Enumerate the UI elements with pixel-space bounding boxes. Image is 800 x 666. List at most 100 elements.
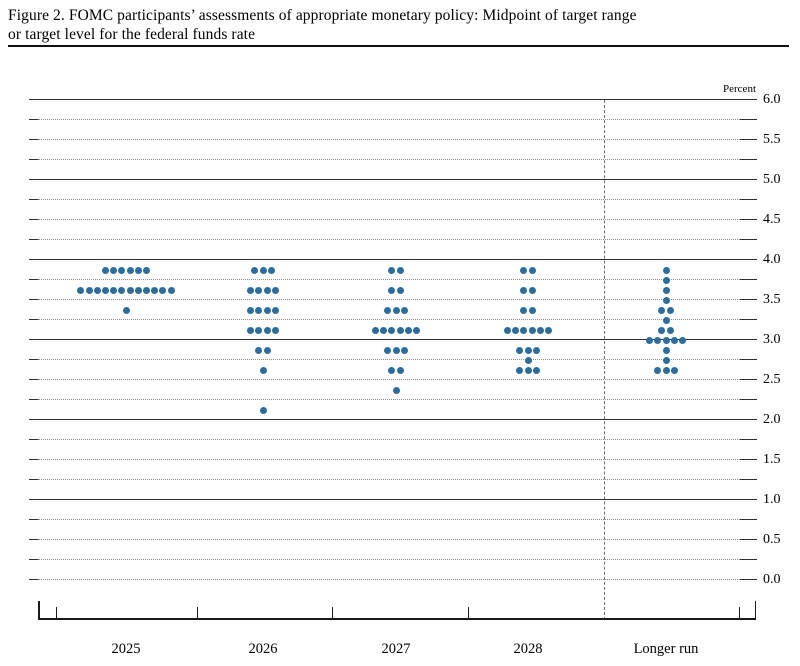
x-axis-line [38,618,756,620]
y-axis-tick-right [740,359,757,360]
y-axis-tick-left [29,259,38,260]
fomc-dot-2028-3.375 [528,306,536,314]
y-axis-tick-right [740,279,757,280]
fomc-dot-longer-run-3 [662,336,670,344]
fomc-dot-2026-3.375 [247,306,255,314]
fomc-dot-2027-3.125 [388,326,396,334]
x-axis-corner-tick [38,601,40,618]
gridline-4.75 [38,199,740,200]
fomc-dot-2027-3.375 [400,306,408,314]
fomc-dot-2028-3.875 [520,266,528,274]
fomc-dot-2025-3.625 [151,286,159,294]
fomc-dot-2028-3.125 [528,326,536,334]
fomc-dot-2025-3.375 [122,306,130,314]
y-axis-tick-right [740,299,757,300]
fomc-dot-2025-3.625 [85,286,93,294]
fomc-dot-2027-3.875 [396,266,404,274]
fomc-dot-longer-run-2.625 [670,366,678,374]
y-axis-tick-right [740,259,757,260]
y-axis-label: 0.0 [763,572,781,587]
fomc-dot-longer-run-2.625 [654,366,662,374]
fomc-dot-2025-3.875 [143,266,150,274]
fomc-dot-2028-3.375 [520,306,528,314]
gridline-6.00 [38,99,740,100]
y-axis-label: 5.0 [763,172,781,187]
longer-run-divider [603,100,605,620]
y-axis-label: 5.5 [763,132,781,147]
y-axis-tick-right [740,459,757,460]
gridline-3.00 [38,339,740,340]
y-axis-tick-left [29,159,38,160]
y-axis-tick-right [740,119,757,120]
x-axis-tick [739,607,741,618]
gridline-5.75 [38,119,740,120]
y-axis-label: 3.5 [763,292,781,307]
fomc-dot-longer-run-3 [654,336,662,344]
fomc-dot-2026-3.625 [247,286,255,294]
fomc-dot-2027-3.875 [388,266,396,274]
y-axis-label: 0.5 [763,532,781,547]
x-axis-category-label: 2028 [513,641,543,657]
fomc-dot-2028-3.125 [536,326,544,334]
fomc-dot-2028-3.125 [504,326,511,334]
y-axis-tick-right [740,239,757,240]
y-axis-tick-left [29,119,38,120]
y-axis-tick-left [29,539,38,540]
fomc-dot-2025-3.625 [110,286,118,294]
fomc-dot-2025-3.625 [93,286,101,294]
gridline-2.50 [38,379,740,380]
fomc-dot-2025-3.875 [118,266,126,274]
x-axis-category-label: 2027 [381,641,411,657]
y-axis-tick-right [740,219,757,220]
fomc-dot-2028-3.125 [512,326,520,334]
y-axis-tick-left [29,439,38,440]
y-axis-tick-left [29,199,38,200]
y-axis-label: 2.5 [763,372,781,387]
y-axis-tick-right [740,439,757,440]
fomc-dot-2028-2.75 [524,356,532,364]
fomc-dot-2026-2.125 [259,406,267,414]
fomc-dot-2025-3.875 [126,266,134,274]
y-axis-tick-right [740,339,757,340]
fomc-dot-2027-2.375 [392,386,400,394]
fomc-dot-2026-2.875 [263,346,271,354]
gridline-3.25 [38,319,740,320]
fomc-dot-2027-3.125 [396,326,404,334]
fomc-dot-2025-3.625 [159,286,167,294]
fomc-dot-longer-run-3.75 [662,276,670,284]
y-axis-tick-right [740,179,757,180]
fomc-dot-2025-3.625 [126,286,134,294]
fomc-dot-2028-2.875 [532,346,540,354]
y-axis-tick-left [29,459,38,460]
fomc-dot-2025-3.625 [167,286,175,294]
x-axis-corner-tick [754,601,756,618]
gridline-3.50 [38,299,740,300]
fomc-dot-2027-2.625 [396,366,404,374]
y-axis-tick-left [29,319,38,320]
fomc-dot-2026-3.125 [255,326,263,334]
y-axis-tick-left [29,219,38,220]
y-axis-tick-right [740,199,757,200]
fomc-dot-2025-3.875 [110,266,118,274]
y-axis-tick-left [29,379,38,380]
fomc-dot-2027-3.125 [372,326,379,334]
y-axis-tick-left [29,339,38,340]
fomc-dot-2027-3.125 [404,326,412,334]
fomc-dot-2026-3.125 [247,326,255,334]
fomc-dot-longer-run-2.875 [662,346,670,354]
fomc-dot-longer-run-3 [646,336,654,344]
fomc-dot-2025-3.875 [102,266,109,274]
y-axis-tick-left [29,399,38,400]
y-axis-tick-right [740,379,757,380]
fomc-dot-2028-2.625 [524,366,532,374]
fomc-dot-longer-run-3.875 [662,266,670,274]
gridline-4.25 [38,239,740,240]
y-axis-tick-left [29,479,38,480]
y-axis-label: 1.5 [763,452,781,467]
fomc-dot-2026-3.875 [259,266,267,274]
y-axis-label: 1.0 [763,492,781,507]
fomc-dot-2026-3.375 [263,306,271,314]
y-axis-tick-right [740,159,757,160]
